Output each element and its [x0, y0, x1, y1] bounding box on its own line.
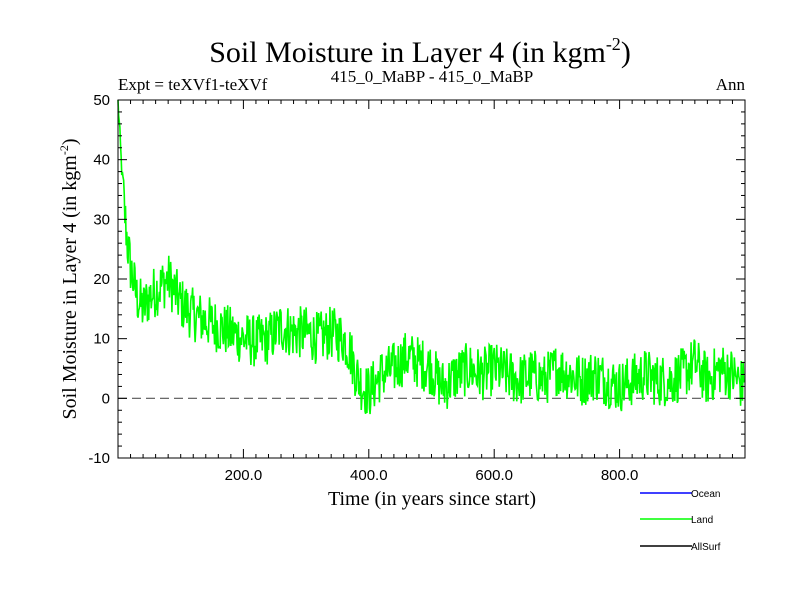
x-tick-label: 200.0 — [225, 467, 263, 484]
x-axis-tick-labels: 200.0 400.0 600.0 800.0 — [225, 467, 639, 484]
plot-frame — [117, 99, 746, 459]
x-tick-label: 800.0 — [601, 467, 639, 484]
y-tick-label: 0 — [102, 390, 110, 407]
chart-title: Soil Moisture in Layer 4 (in kgm-2) — [209, 34, 631, 69]
x-axis-label: Time (in years since start) — [328, 488, 536, 510]
y-tick-label: 30 — [93, 211, 110, 228]
x-axis-ticks — [130, 100, 733, 458]
series-line-land — [117, 99, 745, 415]
period-label: 415_0_MaBP - 415_0_MaBP — [331, 67, 533, 86]
y-tick-label: 40 — [93, 152, 110, 169]
y-tick-label: 10 — [93, 331, 110, 348]
y-tick-label: 50 — [93, 92, 110, 109]
legend-label-ocean: Ocean — [691, 489, 720, 500]
y-axis-label: Soil Moisture in Layer 4 (in kgm-2) — [57, 138, 81, 419]
legend-label-land: Land — [691, 515, 713, 526]
y-tick-label: -10 — [88, 450, 110, 467]
y-axis-ticks — [118, 99, 745, 459]
series-layer — [117, 99, 745, 415]
experiment-label: Expt = teXVf1-teXVf — [118, 75, 268, 94]
y-axis-tick-labels: -10 0 10 20 30 40 50 — [88, 92, 110, 467]
x-tick-label: 600.0 — [475, 467, 513, 484]
legend-label-allsurf: AllSurf — [691, 542, 721, 553]
x-tick-label: 400.0 — [350, 467, 388, 484]
legend: Ocean Land AllSurf — [640, 489, 721, 553]
season-label: Ann — [716, 75, 746, 94]
y-tick-label: 20 — [93, 271, 110, 288]
